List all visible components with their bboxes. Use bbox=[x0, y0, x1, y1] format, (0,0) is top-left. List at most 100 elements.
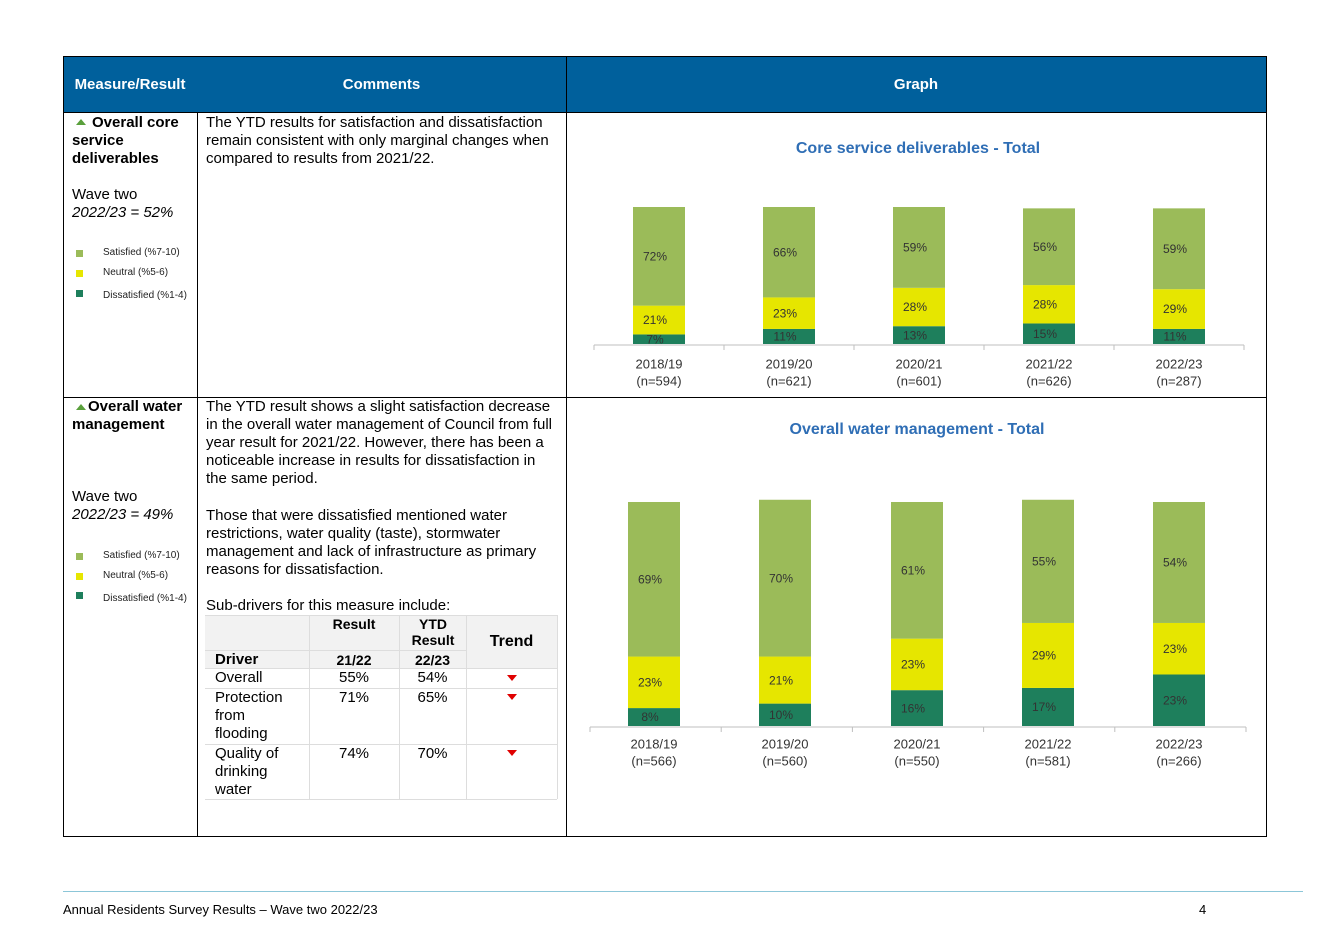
chart-title: Core service deliverables - Total bbox=[796, 140, 1040, 157]
sub-table-header: 22/23 bbox=[414, 652, 451, 668]
legend-swatch bbox=[76, 592, 83, 599]
bar-segment bbox=[1153, 289, 1205, 329]
border bbox=[205, 688, 557, 689]
sub-table-cell: Protection from flooding bbox=[215, 689, 283, 742]
x-tick-label: 2019/20 bbox=[766, 356, 813, 371]
value-label: 56% bbox=[1033, 240, 1057, 254]
value-label: 8% bbox=[641, 710, 659, 724]
bar-segment bbox=[759, 499, 811, 657]
value-label: 28% bbox=[903, 300, 927, 314]
footer-text: Annual Residents Survey Results – Wave t… bbox=[63, 902, 378, 917]
bar-segment bbox=[891, 690, 943, 726]
x-tick-label: 2022/23 bbox=[1156, 356, 1203, 371]
sub-table-cell: Overall bbox=[215, 669, 263, 686]
sub-table-header: YTD Result bbox=[411, 616, 455, 648]
x-tick-note: (n=601) bbox=[896, 373, 941, 388]
legend-swatch bbox=[76, 270, 83, 277]
border bbox=[205, 744, 557, 745]
bar-segment bbox=[628, 502, 680, 657]
wave-result: 2022/23 = 52% bbox=[72, 204, 174, 221]
border bbox=[63, 112, 1267, 113]
trend-down-icon bbox=[507, 694, 517, 700]
legend-label: Neutral (%5-6) bbox=[103, 570, 169, 581]
comment: Sub-drivers for this measure include: bbox=[206, 597, 451, 614]
x-tick-label: 2018/19 bbox=[631, 736, 678, 751]
bar-segment bbox=[893, 326, 945, 344]
value-label: 59% bbox=[903, 241, 927, 255]
value-label: 23% bbox=[901, 658, 925, 672]
bar-segment bbox=[893, 287, 945, 327]
legend-label: Satisfied (%7-10) bbox=[103, 550, 180, 561]
bar-segment bbox=[628, 708, 680, 726]
sub-table-cell: 70% bbox=[417, 745, 448, 762]
bar-segment bbox=[763, 297, 815, 329]
bar-segment bbox=[759, 703, 811, 726]
bar-segment bbox=[1022, 499, 1074, 623]
bar-segment bbox=[759, 656, 811, 704]
wave-result: 2022/23 = 49% bbox=[72, 506, 174, 523]
up-icon bbox=[76, 404, 86, 410]
x-tick-label: 2019/20 bbox=[762, 736, 809, 751]
legend-label: Dissatisfied (%1-4) bbox=[103, 593, 187, 604]
bar-segment bbox=[1022, 622, 1074, 688]
x-tick-label: 2021/22 bbox=[1026, 356, 1073, 371]
bar-segment bbox=[891, 502, 943, 639]
bar-segment bbox=[1153, 622, 1205, 675]
x-tick-note: (n=266) bbox=[1156, 753, 1201, 768]
header-cell: Measure/Result bbox=[63, 57, 197, 112]
trend-down-icon bbox=[507, 750, 517, 756]
legend-swatch bbox=[76, 250, 83, 257]
bar-segment bbox=[1023, 285, 1075, 324]
value-label: 69% bbox=[638, 572, 662, 586]
value-label: 10% bbox=[769, 708, 793, 722]
border bbox=[63, 56, 1267, 57]
x-tick-note: (n=560) bbox=[762, 753, 807, 768]
value-label: 16% bbox=[901, 701, 925, 715]
sub-table-cell: 74% bbox=[338, 745, 370, 762]
x-tick-note: (n=550) bbox=[894, 753, 939, 768]
value-label: 29% bbox=[1163, 302, 1187, 316]
border bbox=[63, 56, 64, 837]
border bbox=[205, 668, 557, 669]
bar-segment bbox=[763, 207, 815, 298]
legend-swatch bbox=[76, 573, 83, 580]
x-tick-label: 2020/21 bbox=[896, 356, 943, 371]
legend-swatch bbox=[76, 553, 83, 560]
x-tick-label: 2021/22 bbox=[1025, 736, 1072, 751]
x-tick-label: 2022/23 bbox=[1156, 736, 1203, 751]
value-label: 29% bbox=[1032, 649, 1056, 663]
x-tick-note: (n=581) bbox=[1025, 753, 1070, 768]
sub-table-cell: Quality of drinking water bbox=[215, 745, 279, 798]
bar-segment bbox=[633, 334, 685, 344]
border bbox=[466, 615, 467, 799]
bar-segment bbox=[1023, 208, 1075, 286]
sub-table-cell: 55% bbox=[338, 669, 370, 686]
value-label: 23% bbox=[1163, 642, 1187, 656]
up-icon bbox=[76, 119, 86, 125]
sub-table-cell: 54% bbox=[417, 669, 448, 686]
trend-down-icon bbox=[507, 675, 517, 681]
value-label: 21% bbox=[769, 673, 793, 687]
legend-swatch bbox=[76, 290, 83, 297]
bar-segment bbox=[1153, 502, 1205, 623]
value-label: 21% bbox=[643, 313, 667, 327]
value-label: 70% bbox=[769, 571, 793, 585]
x-tick-note: (n=621) bbox=[766, 373, 811, 388]
bar-segment bbox=[1153, 208, 1205, 290]
value-label: 28% bbox=[1033, 297, 1057, 311]
page-number: 4 bbox=[1199, 902, 1207, 917]
legend-label: Dissatisfied (%1-4) bbox=[103, 290, 187, 301]
sub-table-header: 21/22 bbox=[336, 652, 372, 668]
value-label: 7% bbox=[646, 332, 664, 346]
measure-title: Overall water management bbox=[72, 398, 183, 433]
bar-segment bbox=[1022, 687, 1074, 726]
bar-segment bbox=[891, 638, 943, 691]
measure-title: Overall core service deliverables bbox=[72, 114, 179, 167]
x-tick-label: 2020/21 bbox=[894, 736, 941, 751]
sub-table-header-bg bbox=[205, 615, 557, 668]
sub-table-header: Trend bbox=[489, 633, 534, 650]
bar-segment bbox=[1023, 323, 1075, 344]
bar-segment bbox=[633, 207, 685, 306]
